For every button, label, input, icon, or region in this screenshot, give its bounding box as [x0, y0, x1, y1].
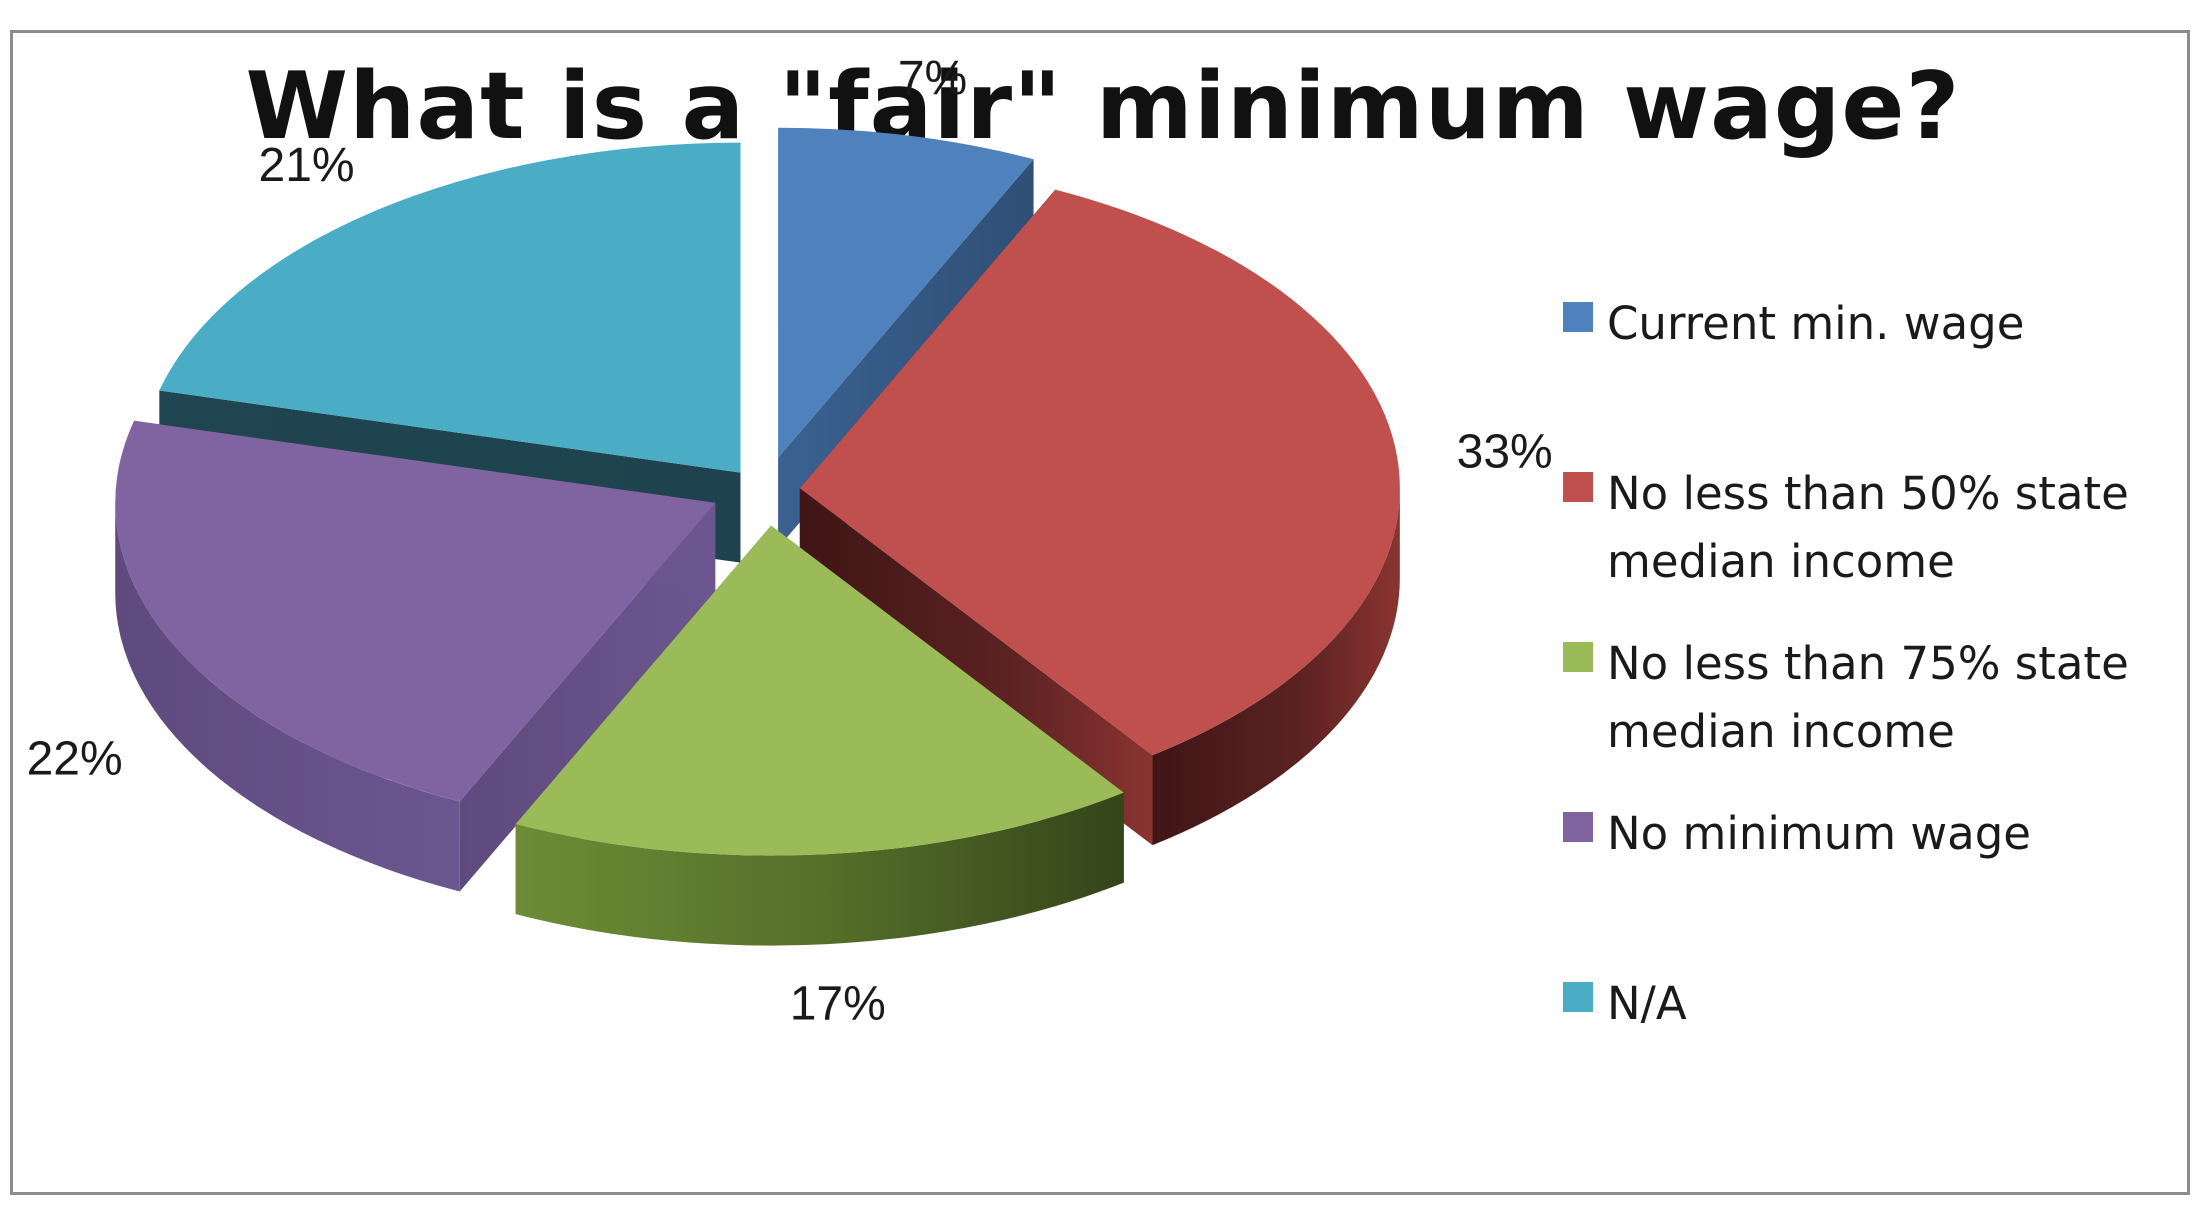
slice-wall-no-minimum-wage	[115, 502, 460, 892]
slice-wall-75-percent	[515, 792, 1124, 946]
legend-item-75-percent: No less than 75% state median income	[1563, 630, 2167, 766]
legend-item-no-minimum-wage: No minimum wage	[1563, 800, 2167, 868]
pie-slice-no-minimum-wage	[115, 420, 716, 892]
chart-title: What is a "fair" minimum wage?	[245, 52, 1961, 160]
slice-top-no-minimum-wage	[115, 420, 716, 802]
legend-label-75-percent: No less than 75% state median income	[1607, 637, 2129, 758]
legend-swatch-50-percent	[1563, 472, 1593, 502]
data-label-75-percent: 17%	[790, 977, 886, 1030]
data-label-current-min-wage: 7%	[898, 52, 967, 105]
legend-item-50-percent: No less than 50% state median income	[1563, 460, 2167, 596]
slice-top-current-min-wage	[778, 127, 1034, 458]
legend-label-na: N/A	[1607, 977, 1687, 1030]
legend-item-na: N/A	[1563, 970, 2167, 1038]
legend-swatch-current-min-wage	[1563, 302, 1593, 332]
legend-swatch-75-percent	[1563, 642, 1593, 672]
legend-label-50-percent: No less than 50% state median income	[1607, 467, 2129, 588]
data-label-na: 21%	[259, 139, 355, 192]
slice-side-no-minimum-wage	[459, 502, 716, 892]
slice-top-na	[159, 142, 741, 473]
slice-wall-50-percent	[1152, 488, 1400, 846]
data-label-no-minimum-wage: 22%	[27, 733, 123, 786]
legend-swatch-no-minimum-wage	[1563, 812, 1593, 842]
legend-label-no-minimum-wage: No minimum wage	[1607, 807, 2031, 860]
data-label-50-percent: 33%	[1457, 426, 1553, 479]
pie-slice-75-percent	[515, 525, 1124, 946]
legend-label-current-min-wage: Current min. wage	[1607, 297, 2025, 350]
slice-top-75-percent	[515, 525, 1124, 856]
slice-top-50-percent	[799, 189, 1400, 756]
legend-swatch-na	[1563, 982, 1593, 1012]
legend-item-current-min-wage: Current min. wage	[1563, 290, 2167, 358]
